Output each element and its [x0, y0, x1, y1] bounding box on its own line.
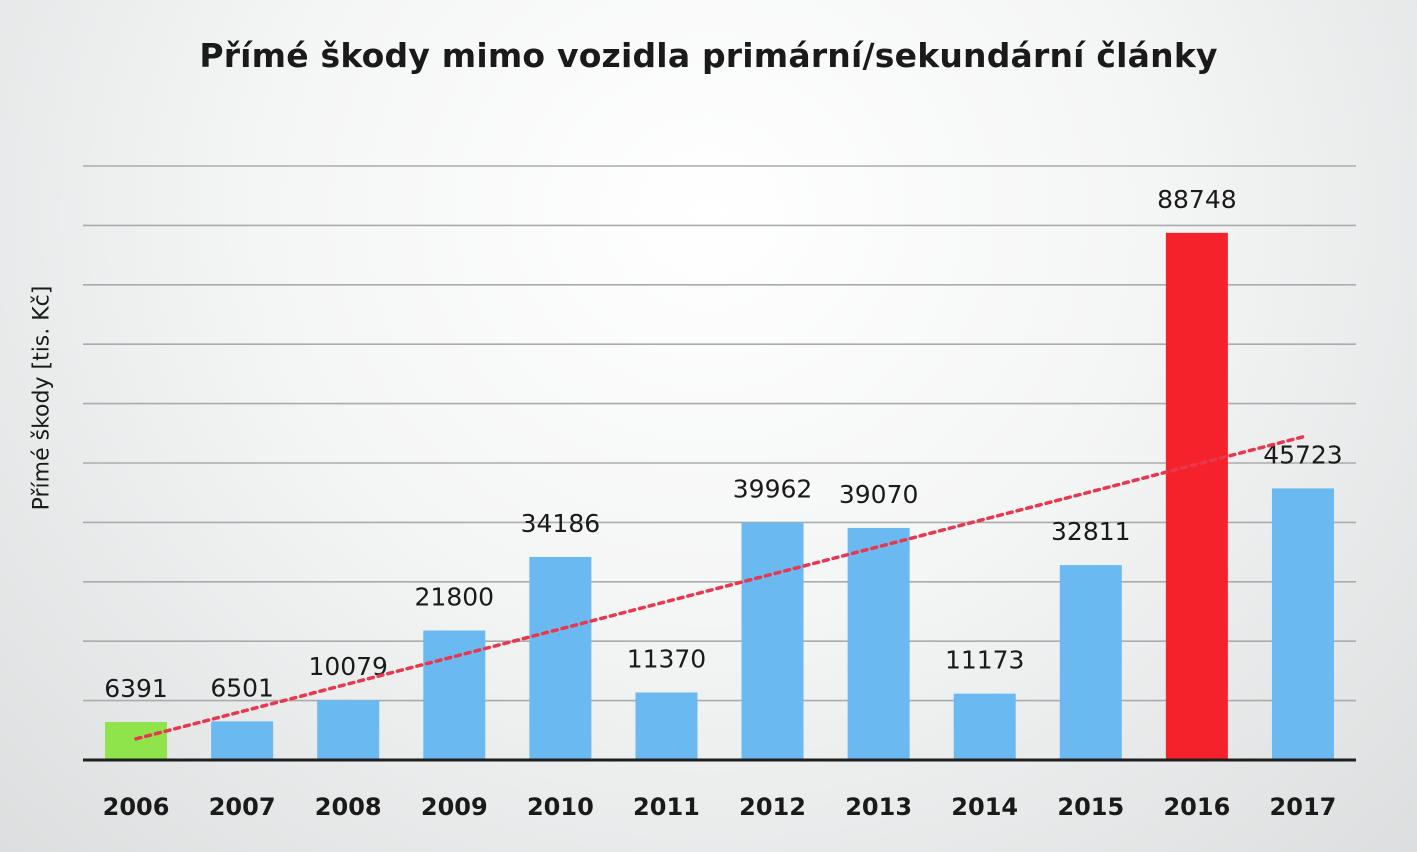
- bar-2015: [1059, 565, 1122, 760]
- x-tick-label-2015: 2015: [1057, 793, 1124, 821]
- bar-2010: [529, 556, 592, 760]
- bar-2013: [847, 527, 910, 760]
- data-label-2012: 39962: [733, 475, 813, 504]
- x-tick-label-2008: 2008: [315, 793, 382, 821]
- data-label-2007: 6501: [210, 673, 274, 702]
- x-tick-label-2007: 2007: [209, 793, 276, 821]
- bar-2017: [1271, 488, 1334, 760]
- x-tick-label-2006: 2006: [103, 793, 170, 821]
- bar-2012: [741, 522, 804, 760]
- data-label-2011: 11370: [627, 644, 707, 673]
- data-label-2009: 21800: [415, 583, 495, 612]
- data-label-2008: 10079: [308, 652, 388, 681]
- bar-2014: [953, 693, 1016, 760]
- data-label-2010: 34186: [521, 509, 601, 538]
- data-label-2006: 6391: [104, 674, 168, 703]
- data-label-2013: 39070: [839, 480, 919, 509]
- bar-2011: [635, 692, 698, 760]
- bar-2016: [1165, 232, 1228, 760]
- x-tick-label-2010: 2010: [527, 793, 594, 821]
- x-tick-label-2012: 2012: [739, 793, 806, 821]
- data-label-2015: 32811: [1051, 517, 1131, 546]
- chart-title: Přímé škody mimo vozidla primární/sekund…: [199, 36, 1218, 75]
- data-label-2014: 11173: [945, 646, 1025, 675]
- data-label-2017: 45723: [1263, 440, 1343, 469]
- x-tick-label-2011: 2011: [633, 793, 700, 821]
- bar-2007: [211, 721, 274, 760]
- data-label-2016: 88748: [1157, 185, 1237, 214]
- trendline: [134, 435, 1305, 741]
- bar-2008: [317, 700, 380, 760]
- x-tick-label-2017: 2017: [1270, 793, 1337, 821]
- x-tick-label-2013: 2013: [845, 793, 912, 821]
- x-tick-label-2009: 2009: [421, 793, 488, 821]
- x-tick-label-2014: 2014: [951, 793, 1018, 821]
- x-tick-label-2016: 2016: [1163, 793, 1230, 821]
- bar-2006: [105, 722, 168, 760]
